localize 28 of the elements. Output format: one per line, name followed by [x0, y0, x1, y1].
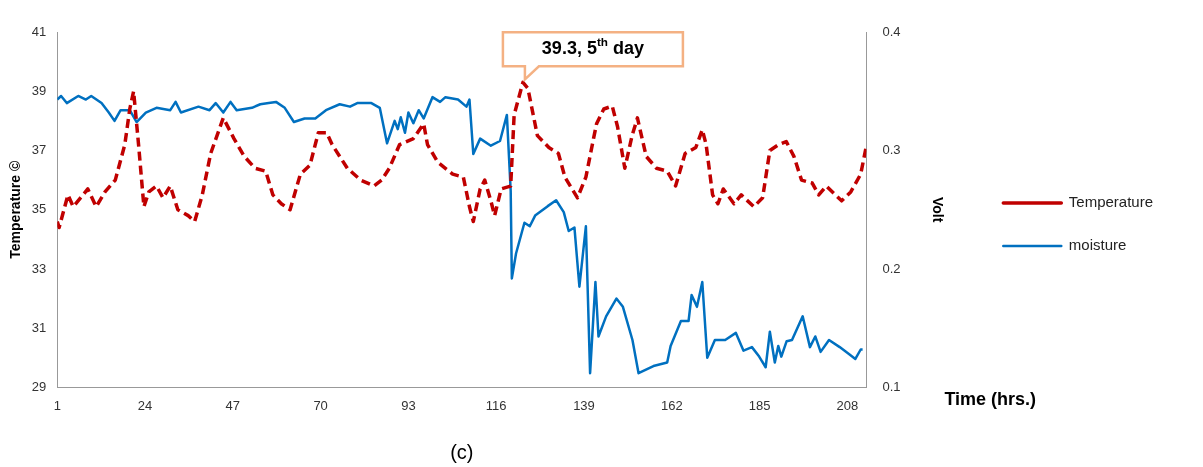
x-tick-label: 139 [573, 397, 595, 413]
y-tick-label: 37 [31, 142, 47, 158]
x-tick-label: 24 [137, 397, 153, 413]
x-tick-label: 116 [485, 397, 507, 413]
x-tick-label: 208 [836, 397, 859, 413]
y-tick-label: 33 [31, 260, 47, 276]
y-axis-title: Temperature © [7, 160, 24, 259]
line-series [57, 80, 867, 230]
legend-label: moisture [1068, 236, 1127, 254]
text: (c) [450, 440, 474, 463]
legend-label: Temperature [1068, 193, 1154, 211]
y2-tick-label: 0.2 [882, 260, 901, 276]
y-tick-label: 39 [31, 82, 47, 98]
y2-tick-label: 0.3 [882, 142, 901, 158]
x-tick-label: 93 [401, 397, 416, 413]
y2-axis-title: Volt [930, 197, 947, 223]
x-tick-label: 185 [748, 397, 771, 413]
y-tick-label: 35 [31, 201, 47, 217]
x-tick-label: 47 [225, 397, 241, 413]
y-tick-label: 31 [31, 319, 47, 335]
y2-tick-label: 0.1 [882, 378, 901, 394]
y2-tick-label: 0.4 [882, 23, 901, 39]
x-tick-label: 70 [313, 397, 328, 413]
x-tick-label: 162 [660, 397, 683, 413]
y-tick-label: 29 [31, 378, 47, 394]
x-axis-title: Time (hrs.) [944, 389, 1037, 410]
y-tick-label: 41 [31, 23, 47, 39]
x-tick-label: 1 [53, 397, 61, 413]
